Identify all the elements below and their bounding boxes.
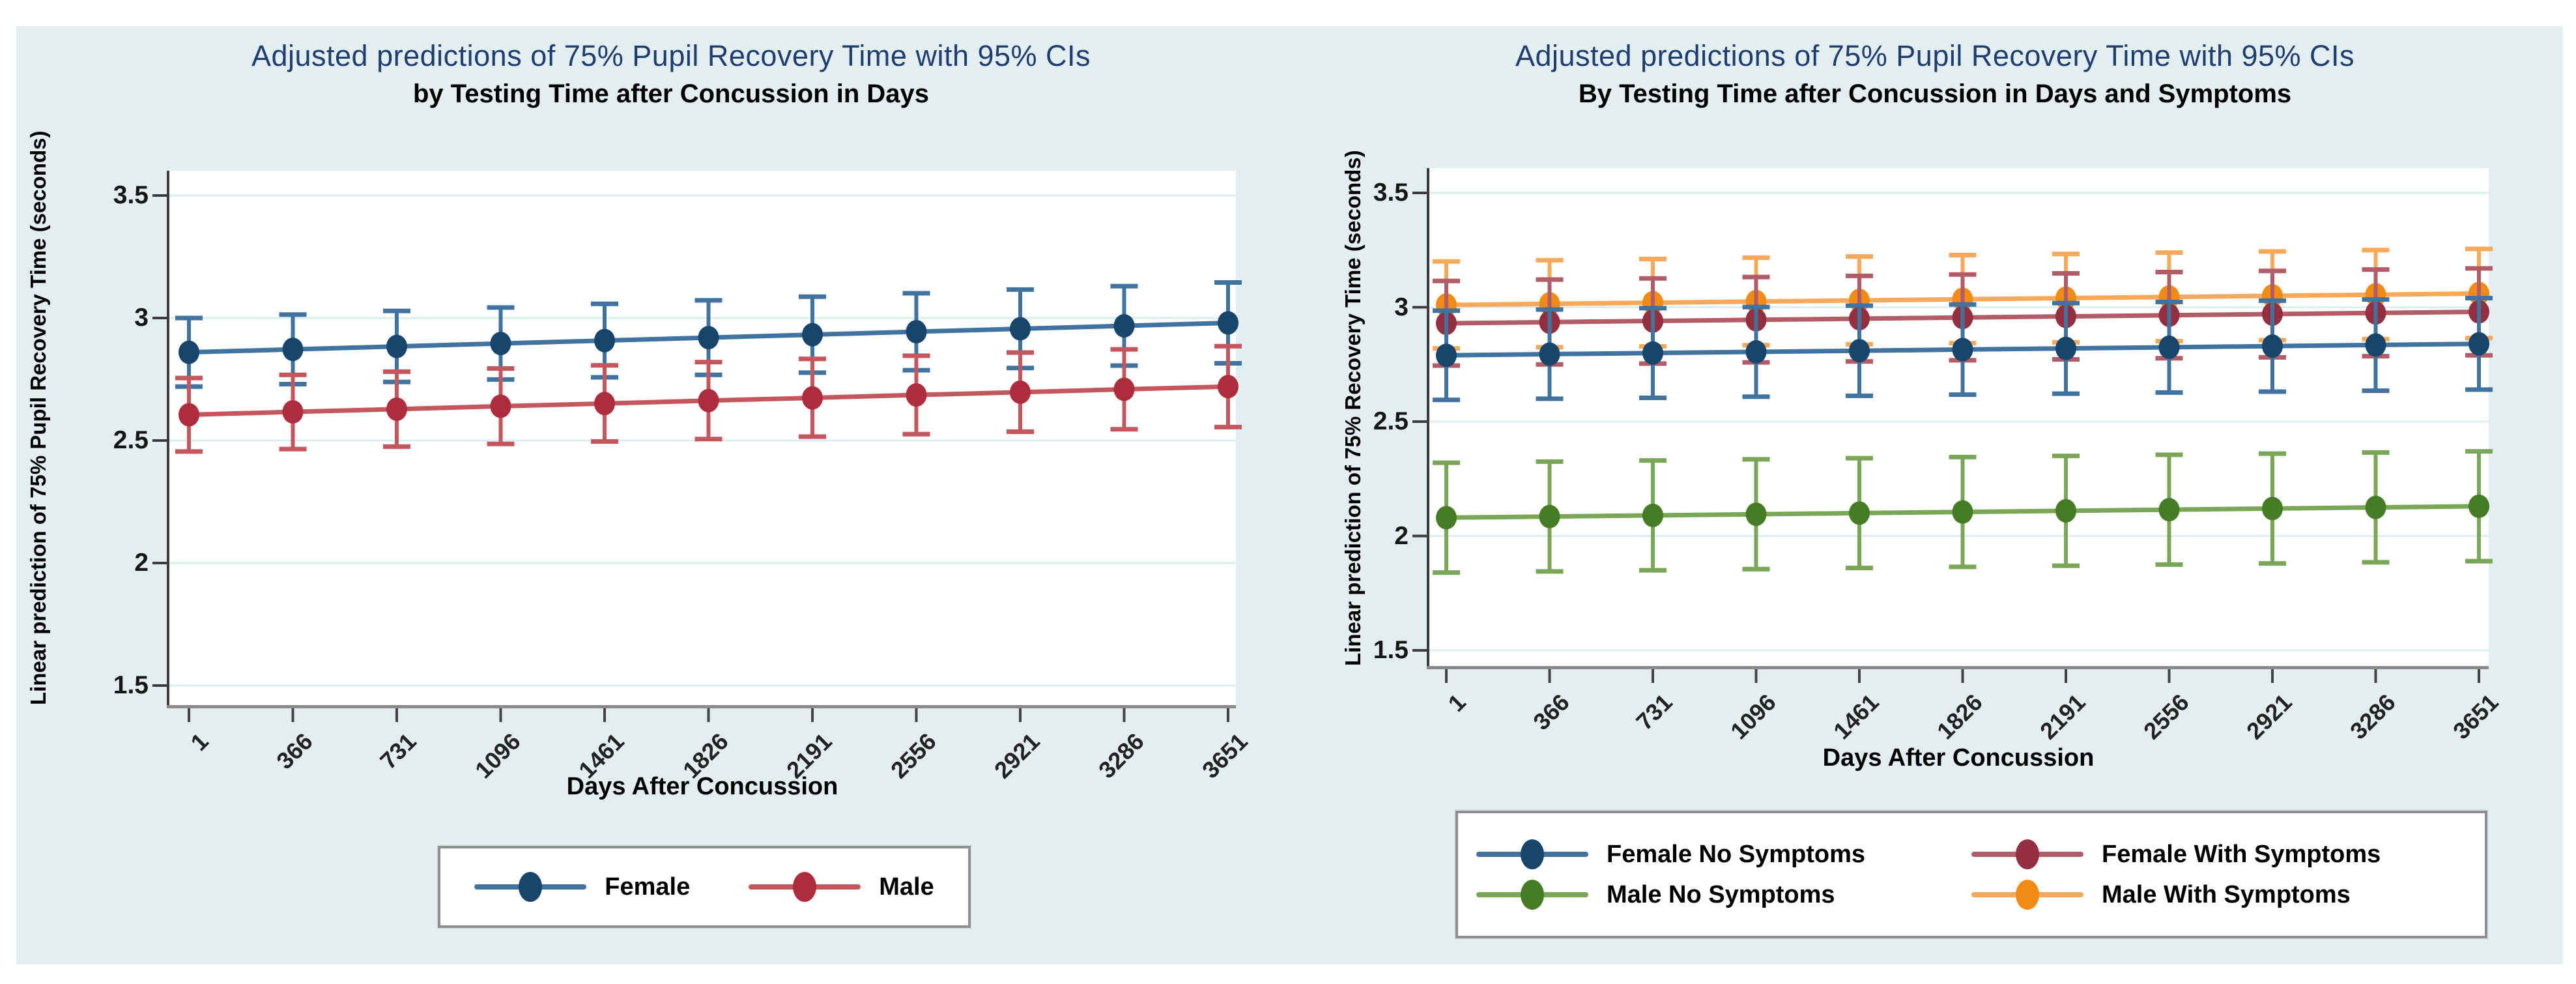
series-male <box>175 343 1242 454</box>
legend-label: Male <box>879 873 934 901</box>
data-point-marker <box>386 397 407 421</box>
data-point-marker <box>1436 343 1457 368</box>
data-point-marker <box>1436 506 1457 530</box>
data-point-marker <box>1218 375 1238 399</box>
legend-sample-male <box>749 871 861 903</box>
data-point-marker <box>2055 499 2076 523</box>
data-point-marker <box>1849 501 1870 525</box>
legend-sample-male-with-symptoms <box>1971 879 2083 910</box>
data-point-marker <box>179 340 199 364</box>
data-point-marker <box>2469 332 2489 356</box>
data-point-marker <box>1952 500 1973 524</box>
legend-entry: Female With Symptoms <box>1971 839 2381 870</box>
legend-entry: Male With Symptoms <box>1971 879 2381 910</box>
data-point-marker <box>594 392 615 416</box>
data-point-marker <box>1113 314 1135 338</box>
data-point-marker <box>282 338 304 362</box>
legend-sample-female <box>474 871 587 903</box>
data-point-marker <box>1010 380 1031 404</box>
data-point-marker <box>1745 340 1767 364</box>
data-point-marker <box>1642 341 1663 365</box>
plot-area <box>1428 168 2489 666</box>
data-point-marker <box>698 326 719 350</box>
data-point-marker <box>1849 339 1870 363</box>
y-axis-line <box>167 171 169 708</box>
data-point-marker <box>386 334 407 358</box>
x-axis-line <box>167 705 1236 708</box>
x-axis-line <box>1427 666 2489 669</box>
series-male-no-symptoms <box>1433 449 2493 575</box>
right-chart-legend: Female No Symptoms Female With Symptoms Ma… <box>1455 811 2487 938</box>
data-point-marker <box>906 320 927 344</box>
legend-label: Female No Symptoms <box>1607 840 1865 868</box>
data-point-marker <box>2365 333 2386 357</box>
y-axis-line <box>1427 168 1429 669</box>
data-point-marker <box>1010 317 1031 341</box>
legend-entry: Male <box>749 871 934 903</box>
data-point-marker <box>906 383 927 407</box>
data-point-marker <box>594 328 615 353</box>
legend-entry: Female No Symptoms <box>1476 839 1971 870</box>
legend-sample-male-no-symptoms <box>1476 879 1588 910</box>
data-point-marker <box>1218 311 1238 335</box>
chart-0-plot <box>152 171 1242 722</box>
series-female-no-symptoms <box>1433 295 2493 403</box>
legend-sample-female-no-symptoms <box>1476 839 1588 870</box>
legend-marker-dot <box>519 872 543 902</box>
data-point-marker <box>1539 342 1560 366</box>
data-point-marker <box>179 403 199 427</box>
data-point-marker <box>1745 502 1767 527</box>
chart-1-plot <box>1412 168 2493 683</box>
data-point-marker <box>2365 495 2386 519</box>
legend-label: Female With Symptoms <box>2102 840 2381 868</box>
legend-label: Male No Symptoms <box>1607 880 1835 908</box>
legend-entry: Male No Symptoms <box>1476 879 1971 910</box>
data-point-marker <box>490 332 511 356</box>
legend-marker-dot <box>1521 880 1544 910</box>
data-point-marker <box>2262 334 2283 358</box>
legend-sample-female-with-symptoms <box>1971 839 2083 870</box>
data-point-marker <box>1642 503 1663 527</box>
data-point-marker <box>2158 498 2180 522</box>
data-point-marker <box>2469 494 2489 518</box>
data-point-marker <box>2262 497 2283 521</box>
legend-entry: Female <box>474 871 690 903</box>
legend-label: Male With Symptoms <box>2102 880 2351 908</box>
data-point-marker <box>2158 335 2180 359</box>
left-chart-legend: Female Male <box>438 846 971 928</box>
data-point-marker <box>2055 336 2076 360</box>
legend-label: Female <box>605 873 691 901</box>
data-point-marker <box>1952 338 1973 362</box>
legend-marker-dot <box>793 872 817 902</box>
legend-marker-dot <box>2016 839 2039 869</box>
legend-marker-dot <box>1521 839 1544 869</box>
data-point-marker <box>802 323 823 347</box>
data-point-marker <box>1113 377 1135 401</box>
data-point-marker <box>1539 504 1560 528</box>
data-point-marker <box>802 386 823 410</box>
data-point-marker <box>282 400 304 424</box>
data-point-marker <box>698 388 719 412</box>
data-point-marker <box>490 394 511 418</box>
legend-marker-dot <box>2016 880 2039 910</box>
